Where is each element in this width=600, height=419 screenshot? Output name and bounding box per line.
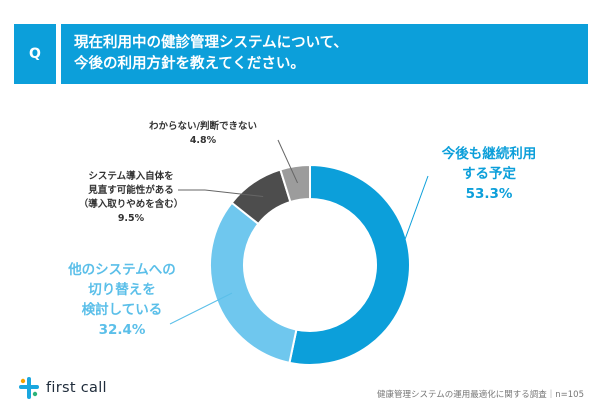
- question-line-2: 今後の利用方針を教えてください。: [74, 56, 305, 72]
- leader-switch: [169, 292, 233, 325]
- slice-continue: [288, 163, 411, 366]
- label-review-text-3: （導入取りやめを含む）: [78, 199, 184, 210]
- label-review-text-1: システム導入自体を: [88, 171, 174, 182]
- label-switch: 他のシステムへの 切り替えを 検討している 32.4%: [52, 260, 192, 340]
- label-continue-text-2: する予定: [462, 166, 516, 182]
- brand-name: first call: [46, 380, 107, 396]
- source-note: 健康管理システムの運用最適化に関する調査｜n=105: [377, 390, 584, 400]
- label-unknown-pct: 4.8%: [189, 135, 217, 146]
- cross-logo-icon: [18, 376, 40, 400]
- slice-switch: [209, 201, 298, 365]
- question-text: 現在利用中の健診管理システムについて、 今後の利用方針を教えてください。: [61, 24, 588, 84]
- label-switch-text-2: 切り替えを: [88, 282, 156, 298]
- question-badge: Q: [14, 24, 56, 84]
- leader-unknown: [277, 139, 298, 184]
- label-review-pct: 9.5%: [117, 213, 145, 224]
- brand-logo: first call: [18, 376, 107, 400]
- label-continue: 今後も継続利用 する予定 53.3%: [424, 144, 554, 204]
- question-line-1: 現在利用中の健診管理システムについて、: [74, 35, 348, 51]
- label-continue-pct: 53.3%: [465, 186, 513, 202]
- label-review-text-2: 見直す可能性がある: [88, 185, 174, 196]
- label-unknown-text: わからない/判断できない: [149, 121, 257, 132]
- label-switch-text-3: 検討している: [81, 302, 163, 318]
- question-header: Q 現在利用中の健診管理システムについて、 今後の利用方針を教えてください。: [14, 24, 588, 84]
- leader-review: [204, 189, 264, 197]
- label-unknown: わからない/判断できない 4.8%: [128, 120, 278, 148]
- label-review: システム導入自体を 見直す可能性がある （導入取りやめを含む） 9.5%: [56, 170, 206, 226]
- leader-continue: [392, 175, 429, 274]
- label-switch-text-1: 他のシステムへの: [68, 262, 176, 278]
- label-continue-text-1: 今後も継続利用: [441, 146, 537, 162]
- label-switch-pct: 32.4%: [98, 322, 146, 338]
